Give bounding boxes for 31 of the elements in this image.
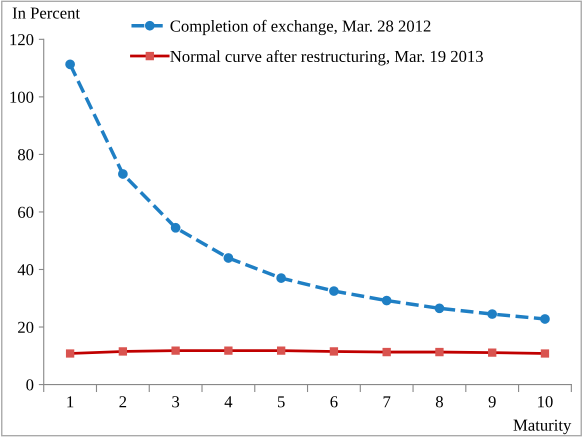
legend-label: Completion of exchange, Mar. 28 2012: [170, 20, 430, 36]
point: [65, 59, 75, 70]
legend-label: Normal curve after restructuring, Mar. 19 2013: [170, 50, 483, 66]
x-tick-label: 2: [119, 396, 126, 408]
point: [224, 253, 234, 263]
x-tick-label: 7: [384, 396, 390, 408]
y-tick-label: 120: [10, 34, 34, 46]
y-tick-label: 0: [26, 379, 34, 391]
y-tick-label: 60: [18, 206, 34, 218]
point: [329, 286, 339, 296]
x-tick-label: 5: [278, 396, 285, 408]
x-tick-label: 10: [538, 396, 553, 408]
x-tick-label: 1: [67, 396, 74, 408]
y-tick-label: 20: [18, 322, 34, 333]
point: [276, 273, 286, 283]
x-axis-title: Maturity: [513, 420, 572, 434]
y-axis-title: In Percent: [12, 8, 80, 19]
point: [118, 169, 128, 179]
x-tick-label: 4: [224, 396, 232, 408]
point: [434, 303, 444, 314]
point: [540, 314, 550, 324]
point: [382, 296, 392, 306]
point: [487, 309, 498, 319]
y-tick-label: 40: [18, 264, 34, 276]
x-tick-label: 6: [330, 396, 338, 408]
x-tick-label: 9: [488, 396, 496, 408]
y-tick-label: 80: [18, 149, 34, 160]
x-tick-label: 3: [172, 396, 180, 408]
y-tick-label: 100: [10, 92, 34, 103]
x-tick-label: 8: [436, 396, 443, 408]
point: [170, 222, 180, 233]
